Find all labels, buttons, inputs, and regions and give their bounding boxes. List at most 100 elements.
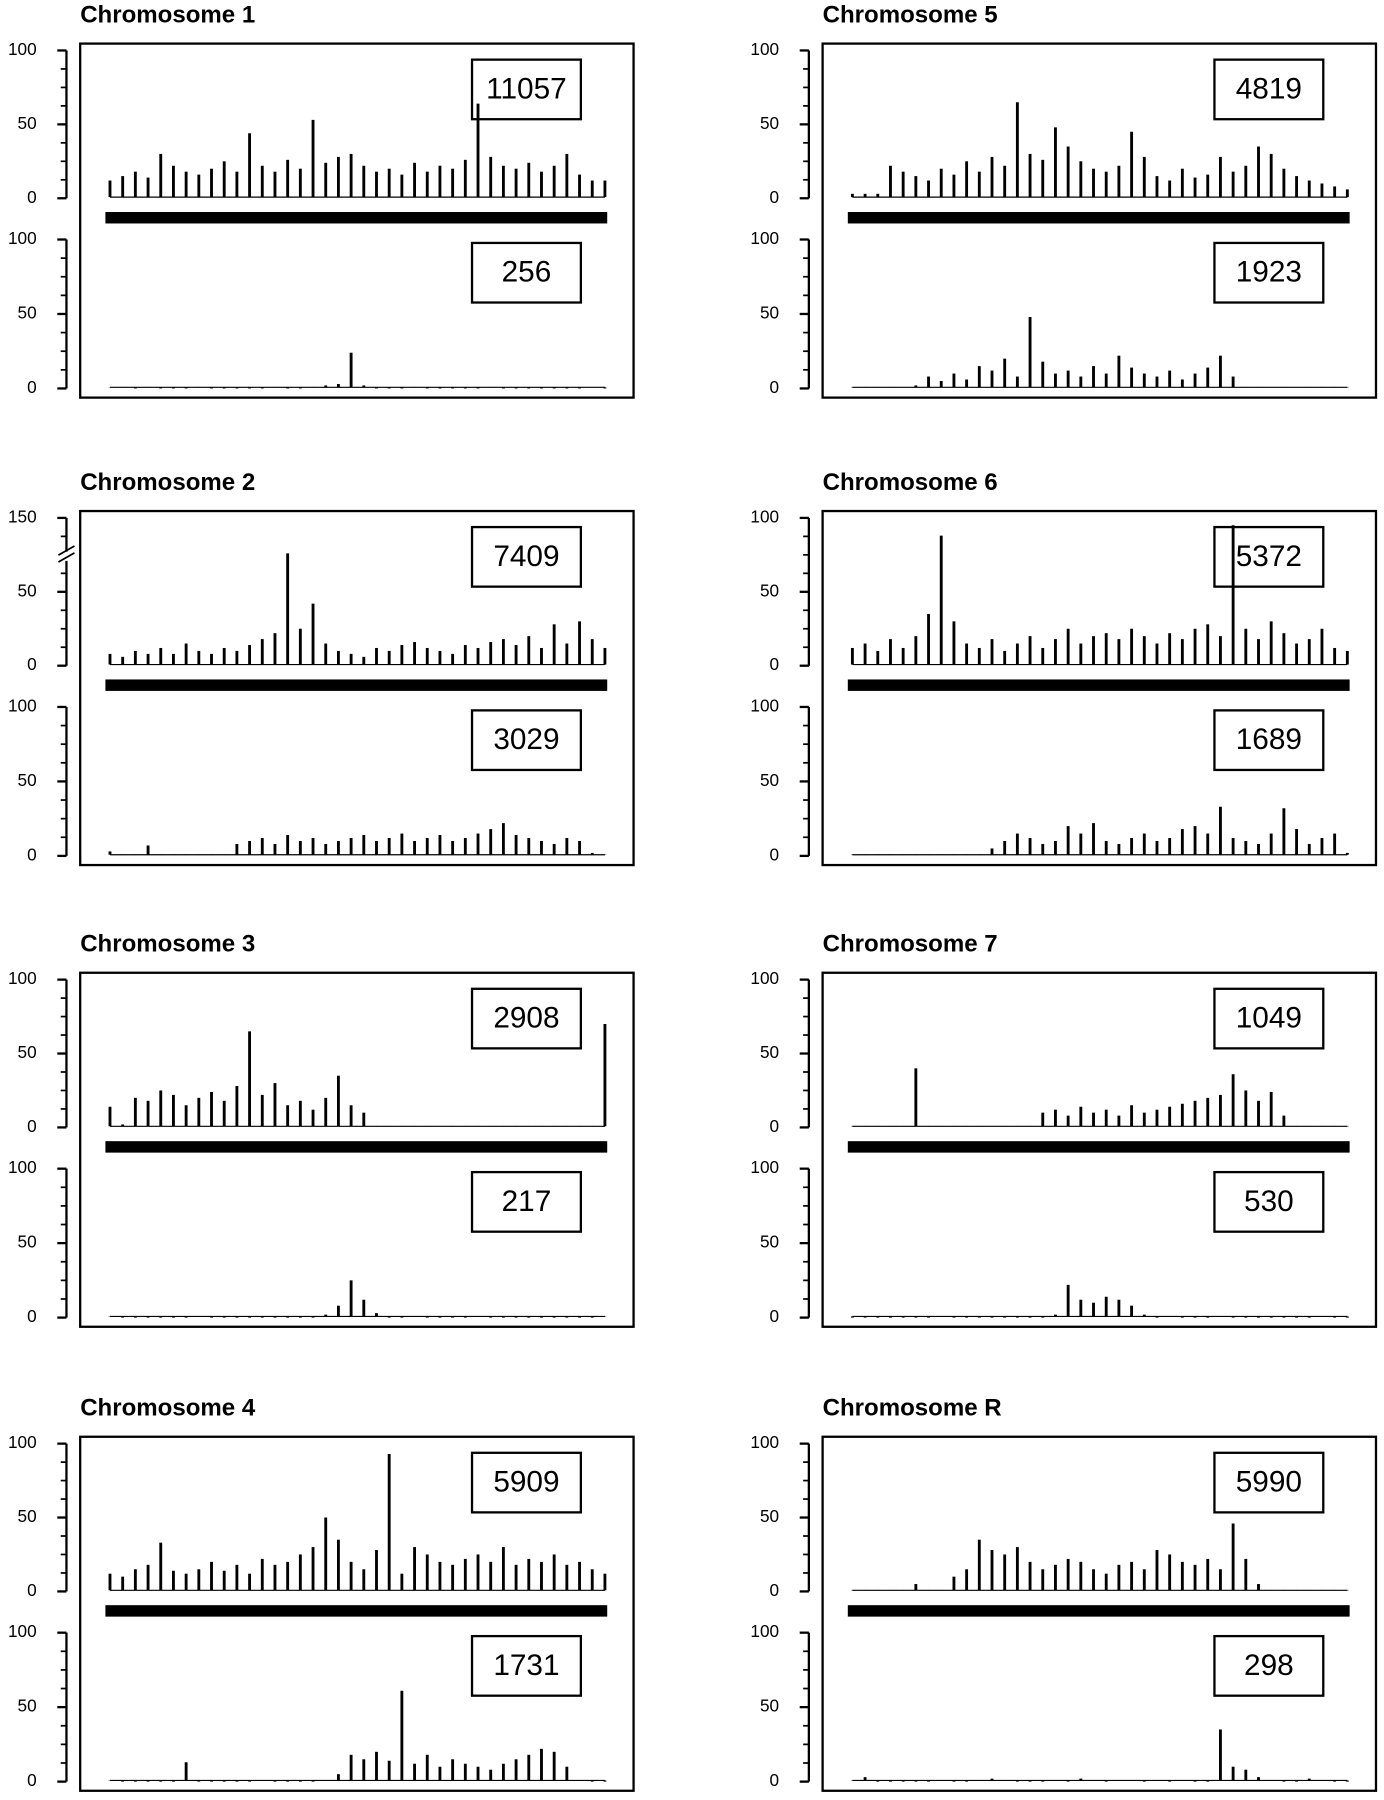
count-label: 5372 [1236,540,1302,573]
y-tick-label: 100 [750,228,779,248]
panel-frame [821,42,1378,399]
y-tick-label: 50 [760,1696,779,1716]
y-tick-label: 50 [760,1506,779,1526]
count-box [470,58,583,121]
count-box [1213,1451,1325,1514]
panel-title: Chromosome 3 [80,931,255,958]
chromosome-bar [105,212,608,224]
y-tick-label: 50 [760,770,779,790]
count-box [470,1634,583,1697]
y-tick-label: 100 [8,39,37,59]
y-tick-label: 50 [760,303,779,323]
panel-frame [821,971,1378,1328]
y-tick-label: 50 [760,580,779,600]
count-label: 1731 [493,1649,559,1682]
y-tick-label: 50 [18,303,37,323]
y-tick-label: 100 [750,1621,779,1641]
count-label: 3029 [493,723,559,756]
count-label: 5909 [493,1466,559,1499]
panel-frame [79,971,635,1328]
y-tick-label: 100 [750,695,779,715]
y-tick-label: 50 [18,770,37,790]
y-tick-label: 0 [770,1770,780,1790]
chromosome-bar [847,1141,1350,1153]
count-box [470,987,583,1050]
count-label: 217 [502,1185,552,1218]
chromosome-bar [847,679,1350,691]
y-tick-label: 0 [27,187,37,207]
y-tick-label: 50 [18,1506,37,1526]
count-box [470,1170,583,1233]
y-tick-label: 100 [8,695,37,715]
axis-break [58,545,75,556]
y-tick-label: 0 [27,1306,37,1326]
y-tick-label: 0 [770,1306,780,1326]
y-tick-label: 100 [8,968,37,988]
y-tick-label: 50 [18,1042,37,1062]
count-box [470,1451,583,1514]
y-tick-label: 100 [750,968,779,988]
panel-frame [821,1435,1378,1792]
y-tick-label: 0 [27,1770,37,1790]
count-label: 11057 [486,72,567,105]
chromosome-bar [105,1141,608,1153]
count-box [470,709,583,772]
count-label: 1049 [1236,1002,1302,1035]
count-box [1213,1170,1325,1233]
axis-break-gap [59,551,74,561]
panel-title: Chromosome R [823,1395,1002,1422]
chromosome-bar [847,1605,1350,1617]
count-label: 256 [502,256,552,289]
chromosome-bar [105,1605,608,1617]
y-tick-label: 0 [27,844,37,864]
panel-frame [79,509,635,867]
y-tick-label: 50 [18,1232,37,1252]
y-tick-label: 0 [770,187,780,207]
panel-title: Chromosome 7 [823,931,998,958]
count-box [1213,58,1325,121]
y-tick-label: 50 [18,580,37,600]
y-tick-label: 0 [770,844,780,864]
panel-title: Chromosome 2 [80,469,255,496]
count-label: 1923 [1236,256,1302,289]
y-tick-label: 0 [770,377,780,397]
y-tick-label: 150 [8,506,37,526]
y-tick-label: 50 [18,113,37,133]
y-tick-label: 0 [27,1580,37,1600]
y-tick-label: 100 [8,1432,37,1452]
count-label: 5990 [1236,1466,1302,1499]
count-box [1213,709,1325,772]
y-tick-label: 50 [760,113,779,133]
count-box [1213,1634,1325,1697]
count-label: 7409 [493,540,559,573]
count-box [1213,987,1325,1050]
y-tick-label: 50 [760,1042,779,1062]
y-tick-label: 50 [760,1232,779,1252]
y-tick-label: 100 [8,228,37,248]
chromosome-bar [105,679,608,691]
panel-title: Chromosome 1 [80,1,255,28]
axis-break [58,552,75,563]
y-tick-label: 0 [770,1116,780,1136]
panel-frame [79,1435,635,1792]
y-tick-label: 0 [770,1580,780,1600]
y-tick-label: 100 [750,1432,779,1452]
y-tick-label: 100 [8,1621,37,1641]
panel-frame [79,42,635,399]
y-tick-label: 100 [750,506,779,526]
count-label: 530 [1244,1185,1294,1218]
panel-title: Chromosome 5 [823,1,998,28]
y-tick-label: 100 [750,39,779,59]
y-tick-label: 100 [750,1157,779,1177]
count-box [470,525,583,588]
count-box [470,241,583,304]
y-tick-label: 0 [27,1116,37,1136]
count-label: 4819 [1236,72,1302,105]
count-label: 298 [1244,1649,1294,1682]
panel-title: Chromosome 6 [823,469,998,496]
y-tick-label: 0 [770,654,780,674]
chromosome-bar [847,212,1350,224]
count-box [1213,241,1325,304]
count-label: 1689 [1236,723,1302,756]
